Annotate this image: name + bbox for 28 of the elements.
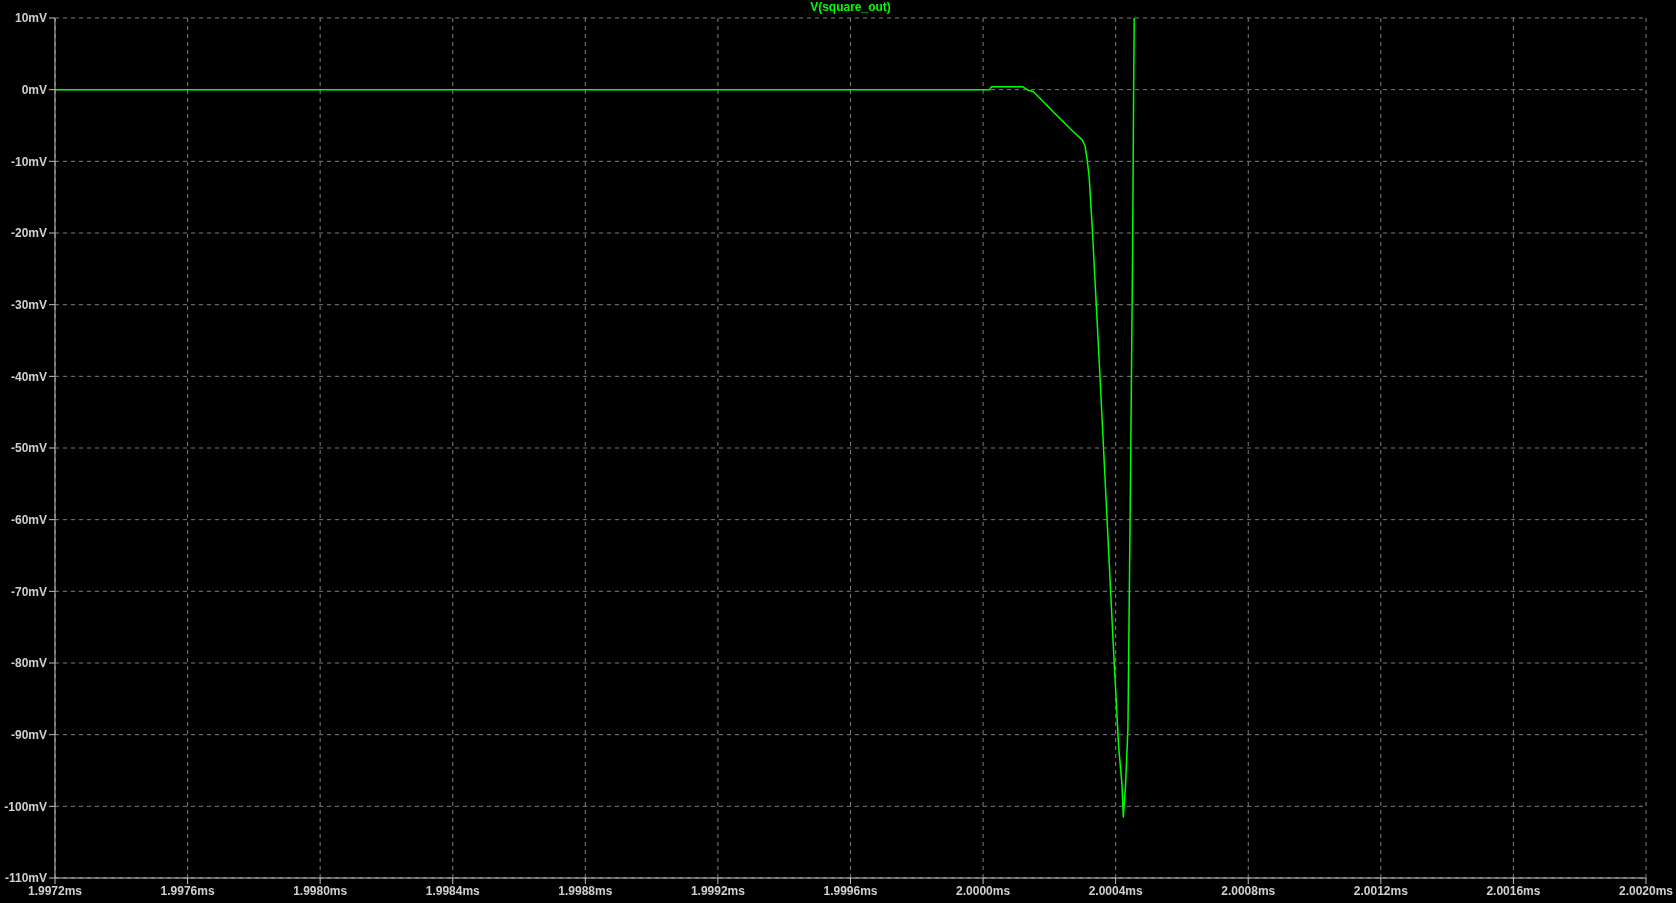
- y-tick-label: -30mV: [10, 297, 47, 312]
- y-tick-label: -70mV: [10, 584, 47, 599]
- line-series: [55, 18, 1135, 818]
- y-tick-label: -110mV: [4, 871, 47, 886]
- x-tick-label: 2.0016ms: [1486, 883, 1541, 898]
- x-tick-label: 1.9992ms: [690, 883, 746, 898]
- y-tick-label: -50mV: [10, 441, 47, 456]
- y-tick-label: 10mV: [14, 11, 47, 26]
- y-tick-label: -100mV: [4, 799, 47, 814]
- x-tick-label: 2.0008ms: [1221, 883, 1276, 898]
- chart-title: V(square_out): [809, 0, 892, 14]
- y-tick-label: -60mV: [10, 512, 47, 527]
- y-tick-label: -10mV: [10, 154, 47, 169]
- x-tick-label: 1.9996ms: [823, 883, 878, 898]
- y-tick-label: -20mV: [10, 226, 47, 241]
- x-tick-label: 1.9976ms: [160, 883, 215, 898]
- x-tick-label: 1.9988ms: [558, 883, 613, 898]
- y-tick-label: -90mV: [10, 727, 47, 742]
- x-tick-label: 2.0000ms: [956, 883, 1011, 898]
- y-tick-label: -80mV: [10, 656, 47, 671]
- x-tick-label: 2.0004ms: [1088, 883, 1144, 898]
- y-tick-label: 0mV: [21, 82, 47, 97]
- x-tick-label: 1.9980ms: [293, 883, 348, 898]
- x-tick-label: 1.9984ms: [425, 883, 481, 898]
- y-tick-label: -40mV: [10, 369, 47, 384]
- x-tick-label: 2.0012ms: [1353, 883, 1409, 898]
- x-tick-label: 1.9972ms: [27, 883, 83, 898]
- x-tick-label: 2.0020ms: [1618, 883, 1674, 898]
